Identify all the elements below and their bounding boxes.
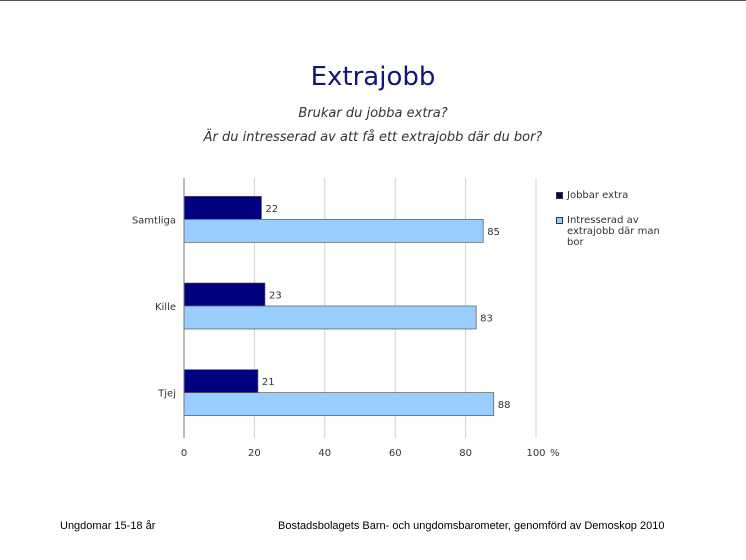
bar (183, 218, 484, 243)
legend-label-jobbar-extra: Jobbar extra (567, 190, 629, 201)
data-label: 85 (487, 227, 500, 238)
category-label: Samtliga (132, 215, 176, 226)
data-label: 83 (480, 314, 493, 325)
bar (183, 392, 495, 417)
data-label: 23 (269, 291, 282, 302)
legend-label-intresserad: Intresserad av extrajobb där man bor (567, 215, 660, 248)
legend-item-intresserad: Intresserad av extrajobb där man bor (556, 215, 676, 248)
chart-legend: Jobbar extra Intresserad av extrajobb dä… (556, 190, 676, 262)
legend-swatch-jobbar-extra (556, 192, 563, 199)
x-unit-label: % (550, 448, 560, 459)
legend-swatch-intresserad (556, 217, 563, 224)
footer-population: Ungdomar 15-18 år (60, 520, 156, 532)
data-label: 22 (265, 204, 278, 215)
category-label: Tjej (157, 389, 176, 400)
bar (183, 305, 477, 330)
page-title: Extrajobb (310, 62, 436, 92)
subtitle-question-1: Brukar du jobba extra? (298, 106, 448, 121)
footer-source: Bostadsbolagets Barn- och ungdomsbaromet… (278, 520, 665, 532)
x-tick-label: 20 (248, 448, 261, 459)
legend-item-jobbar-extra: Jobbar extra (556, 190, 676, 201)
x-tick-label: 60 (389, 448, 402, 459)
data-label: 21 (262, 377, 275, 388)
x-tick-label: 0 (181, 448, 187, 459)
category-label: Kille (155, 302, 176, 313)
bar (183, 282, 266, 307)
data-label: 88 (498, 400, 511, 411)
x-tick-label: 40 (318, 448, 331, 459)
top-rule (0, 0, 746, 1)
x-tick-label: 100 (526, 448, 545, 459)
subtitle-question-2: Är du intresserad av att få ett extrajob… (203, 130, 543, 145)
x-tick-label: 80 (459, 448, 472, 459)
bar (183, 195, 262, 220)
bar (183, 369, 259, 394)
